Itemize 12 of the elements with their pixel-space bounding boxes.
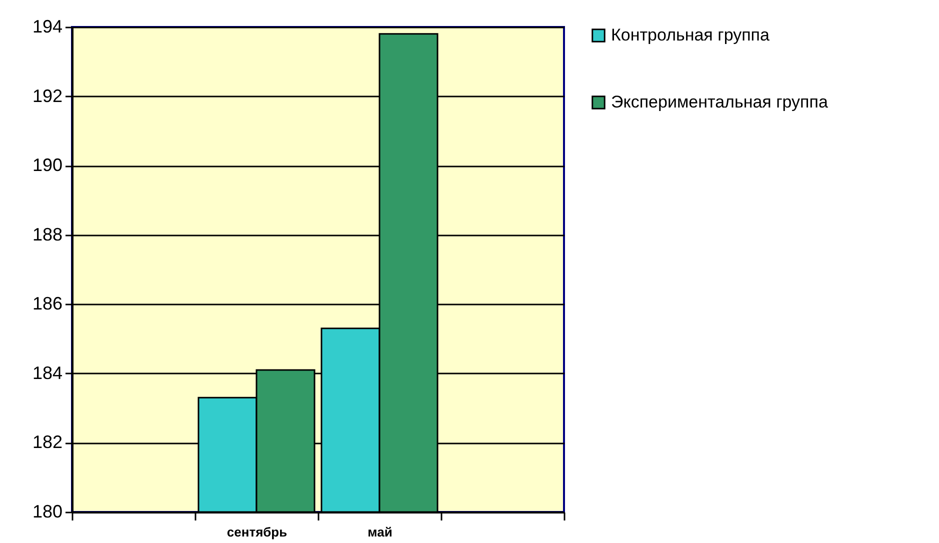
x-tick-label: май [368,524,392,540]
legend-label: Экспериментальная группа [611,92,828,112]
y-tick-label: 190 [32,155,62,176]
legend-label: Контрольная группа [611,26,770,44]
y-tick-label: 186 [32,294,62,314]
y-tick-label: 192 [32,86,62,106]
y-tick-label: 188 [32,224,62,244]
y-tick-label: 180 [32,502,62,522]
y-tick-label: 184 [32,362,62,383]
x-tick-label: сентябрь [226,524,288,540]
y-tick-label: 194 [32,16,62,36]
y-tick-label: 182 [32,432,62,452]
